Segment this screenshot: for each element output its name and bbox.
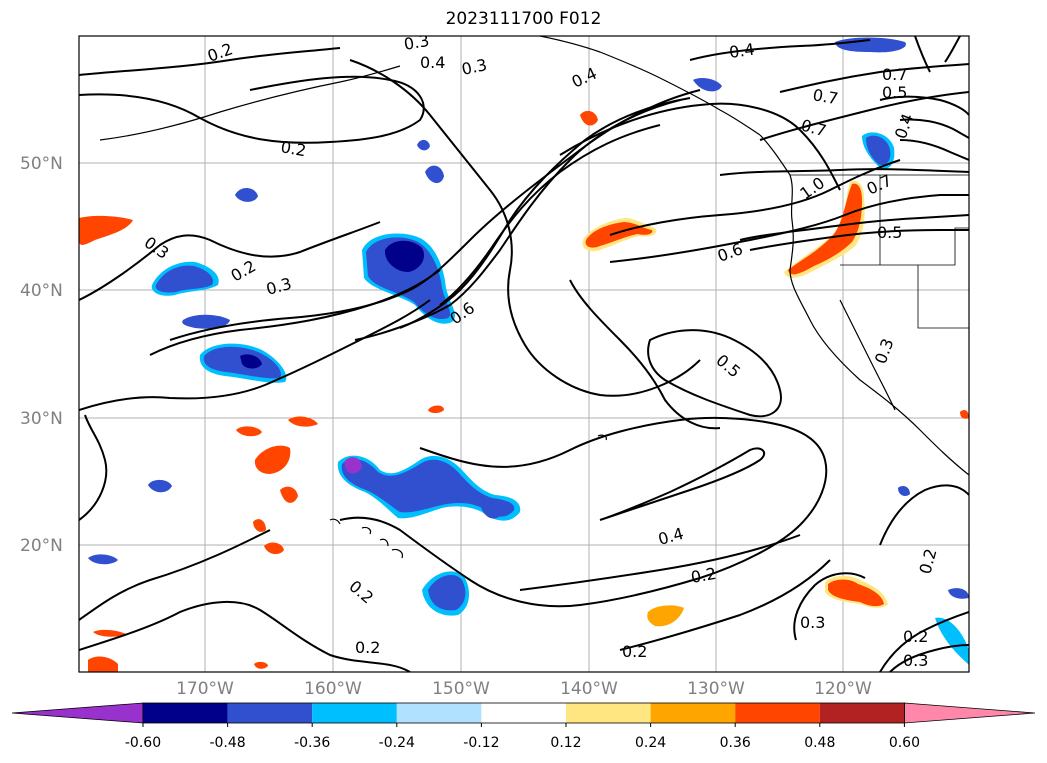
colorbar-bin (650, 703, 736, 723)
contour-label: 0.3 (800, 613, 825, 632)
colorbar-extend-high (904, 702, 1036, 724)
contour-label: 0.3 (460, 55, 489, 79)
contour-label: 0.5 (882, 83, 907, 102)
lon-label: 160°W (304, 679, 362, 699)
contour-label: 0.4 (728, 40, 756, 62)
lon-label: 130°W (687, 679, 745, 699)
latitude-labels: 50°N 40°N 30°N 20°N (20, 154, 63, 556)
pos-region-california (784, 180, 865, 278)
colorbar-tick-label: 0.60 (889, 735, 920, 751)
lon-label: 140°W (560, 679, 618, 699)
contour-label: 0.2 (622, 642, 647, 661)
lat-label: 50°N (20, 154, 63, 174)
colorbar-extend-low (11, 702, 144, 724)
colorbar-tick-label: 0.36 (720, 735, 751, 751)
contour-label: 0.4 (420, 53, 445, 72)
colorbar-tick-label: -0.12 (463, 735, 499, 751)
filled-regions (79, 37, 969, 672)
lon-label: 150°W (432, 679, 490, 699)
contour-label: 0.2 (279, 137, 307, 160)
contour-label: 0.3 (903, 651, 928, 670)
colorbar-tick-label: -0.48 (209, 735, 245, 751)
colorbar-tick-label: 0.48 (804, 735, 835, 751)
colorbar-bin (566, 703, 651, 723)
lon-label: 120°W (814, 679, 872, 699)
lon-label: 170°W (176, 679, 234, 699)
contour-label: 0.7 (882, 65, 907, 84)
colorbar-bin (819, 703, 905, 723)
coast-alaska (539, 36, 761, 136)
colorbar-tick-label: -0.60 (125, 735, 161, 751)
colorbar-bin (735, 703, 820, 723)
contour-label: 0.2 (903, 627, 928, 646)
lat-label: 40°N (20, 281, 63, 301)
longitude-labels: 170°W 160°W 150°W 140°W 130°W 120°W (176, 679, 872, 699)
colorbar-bin (481, 703, 566, 723)
contour-label: 0.3 (402, 31, 430, 54)
coast-baja (839, 299, 896, 411)
contour-label: 0.2 (689, 564, 717, 587)
map-frame (78, 35, 970, 673)
contour-label: 0.5 (877, 223, 902, 242)
colorbar-tick-label: -0.36 (294, 735, 330, 751)
coastlines (99, 36, 969, 559)
lat-label: 20°N (20, 536, 63, 556)
coast-hawaii (329, 434, 607, 559)
contour-label: 0.7 (811, 85, 839, 108)
colorbar-tick-label: 0.24 (635, 735, 666, 751)
colorbar-bin (312, 703, 397, 723)
contour-lines (79, 36, 969, 672)
colorbar-tick-label: -0.24 (379, 735, 415, 751)
colorbar-bin (227, 703, 313, 723)
colorbar: -0.60 -0.48 -0.36 -0.24 -0.12 0.12 0.24 … (11, 702, 1036, 751)
lat-label: 30°N (20, 409, 63, 429)
coast-north-america (759, 134, 969, 476)
map-title: 2023111700 F012 (445, 9, 602, 29)
coast-aleutians (99, 65, 401, 141)
colorbar-tick-label: 0.12 (550, 735, 581, 751)
colorbar-bin (143, 703, 228, 723)
contour-label: 0.2 (355, 638, 380, 657)
colorbar-bin (396, 703, 482, 723)
